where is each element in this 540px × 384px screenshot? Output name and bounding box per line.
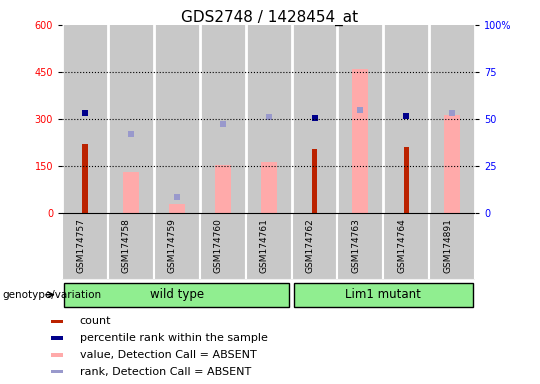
- Bar: [154, 213, 200, 280]
- Text: percentile rank within the sample: percentile rank within the sample: [80, 333, 267, 343]
- Text: GSM174891: GSM174891: [443, 218, 452, 273]
- Bar: [154, 25, 200, 213]
- FancyBboxPatch shape: [294, 283, 473, 307]
- Bar: [200, 213, 246, 280]
- Bar: [338, 25, 383, 213]
- Bar: [383, 25, 429, 213]
- Bar: [312, 149, 318, 213]
- FancyBboxPatch shape: [64, 283, 289, 307]
- Text: GSM174764: GSM174764: [397, 218, 406, 273]
- Bar: [215, 166, 231, 213]
- Text: Lim1 mutant: Lim1 mutant: [346, 288, 421, 301]
- Bar: [62, 213, 108, 280]
- Text: GSM174759: GSM174759: [168, 218, 177, 273]
- Text: count: count: [80, 316, 111, 326]
- Bar: [403, 147, 409, 213]
- Text: GSM174762: GSM174762: [306, 218, 314, 273]
- Bar: [261, 162, 276, 213]
- Text: wild type: wild type: [150, 288, 204, 301]
- Text: value, Detection Call = ABSENT: value, Detection Call = ABSENT: [80, 350, 256, 360]
- Bar: [429, 25, 475, 213]
- Text: genotype/variation: genotype/variation: [3, 290, 102, 300]
- Bar: [429, 213, 475, 280]
- Bar: [108, 25, 154, 213]
- Text: GSM174761: GSM174761: [260, 218, 269, 273]
- Bar: [292, 213, 338, 280]
- Bar: [353, 69, 368, 213]
- Bar: [246, 213, 292, 280]
- Bar: [123, 172, 139, 213]
- Bar: [169, 204, 185, 213]
- Bar: [51, 370, 64, 373]
- Bar: [51, 353, 64, 357]
- Bar: [108, 213, 154, 280]
- Bar: [338, 213, 383, 280]
- Bar: [82, 144, 88, 213]
- Text: GSM174757: GSM174757: [76, 218, 85, 273]
- Bar: [51, 319, 64, 323]
- Text: rank, Detection Call = ABSENT: rank, Detection Call = ABSENT: [80, 367, 251, 377]
- Bar: [292, 25, 338, 213]
- Bar: [444, 115, 460, 213]
- Text: GSM174763: GSM174763: [352, 218, 361, 273]
- Text: GSM174760: GSM174760: [214, 218, 223, 273]
- Bar: [200, 25, 246, 213]
- Bar: [62, 25, 108, 213]
- Text: GSM174758: GSM174758: [122, 218, 131, 273]
- Bar: [383, 213, 429, 280]
- Bar: [51, 336, 64, 340]
- Text: GDS2748 / 1428454_at: GDS2748 / 1428454_at: [181, 10, 359, 26]
- Bar: [246, 25, 292, 213]
